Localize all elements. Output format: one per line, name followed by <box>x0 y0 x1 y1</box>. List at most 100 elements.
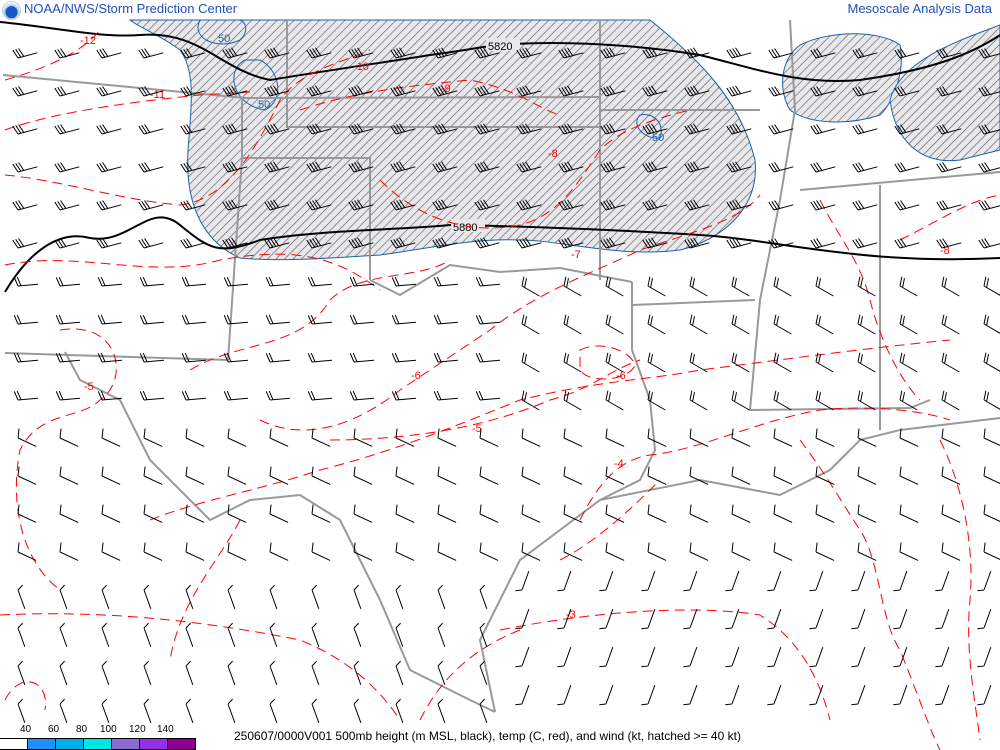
isotach-contours <box>197 19 662 139</box>
wind-barb <box>54 200 80 211</box>
wind-barb <box>307 352 332 363</box>
wind-barb <box>432 237 458 249</box>
wind-barb <box>143 698 152 723</box>
wind-barb <box>857 390 876 411</box>
wind-barb <box>269 466 289 485</box>
wind-barb <box>815 542 835 561</box>
wind-barb <box>54 48 80 59</box>
wind-barb <box>101 466 121 485</box>
wind-barb <box>521 504 541 523</box>
wind-barb <box>689 314 708 335</box>
wind-barb <box>433 352 458 363</box>
wind-barb <box>978 238 1000 249</box>
wind-barb <box>768 162 794 173</box>
wind-barb <box>307 314 332 325</box>
wind-barb <box>59 698 68 723</box>
wind-barb <box>683 685 698 706</box>
legend-tick: 80 <box>76 724 88 735</box>
wind-barb <box>306 237 332 249</box>
wind-barb <box>521 428 541 447</box>
wind-barb <box>17 428 37 447</box>
wind-barb <box>437 622 446 647</box>
wind-barb <box>264 161 290 173</box>
wind-barb <box>768 124 794 135</box>
wind-barb <box>269 698 278 723</box>
wind-barb <box>521 542 541 561</box>
wind-barb <box>97 276 122 287</box>
wind-barb <box>936 238 962 249</box>
wind-barb <box>894 162 920 173</box>
wind-barb <box>773 314 792 335</box>
wind-barb <box>810 162 836 173</box>
wind-barb <box>521 276 540 297</box>
temp-label: -9 <box>441 83 451 95</box>
wind-barb <box>977 647 992 668</box>
wind-barb <box>599 685 614 706</box>
wind-barb <box>558 199 584 211</box>
wind-barb <box>474 237 500 249</box>
wind-barb <box>227 584 236 609</box>
wind-barb <box>852 86 878 97</box>
height-label-5820: 5820 <box>488 41 512 53</box>
wind-barb <box>557 647 572 668</box>
wind-barb <box>731 428 751 447</box>
wind-barb <box>138 124 164 135</box>
wind-barb <box>563 276 582 297</box>
wind-barb <box>857 352 876 373</box>
wind-barb <box>185 542 205 561</box>
wind-barb <box>437 542 457 561</box>
wind-barb <box>437 428 457 447</box>
wind-barb <box>852 238 878 249</box>
wind-barb <box>684 161 710 173</box>
wind-barb <box>731 276 750 297</box>
wind-barb <box>894 238 920 249</box>
wind-barb <box>348 199 374 211</box>
wind-barb <box>809 571 824 592</box>
wind-barb <box>815 314 834 335</box>
wind-barb <box>222 237 248 249</box>
wind-barb <box>475 314 500 325</box>
wind-barb <box>941 390 960 411</box>
wind-barb <box>521 314 540 335</box>
wind-barb <box>143 428 163 447</box>
hatched-wind-area <box>128 19 1000 261</box>
wind-barb <box>307 390 332 401</box>
wind-barb <box>311 698 320 723</box>
wind-barb <box>899 352 918 373</box>
wind-barb <box>227 466 247 485</box>
wind-barb <box>55 276 80 287</box>
wind-barb <box>185 660 194 685</box>
wind-barb <box>983 466 1000 485</box>
wind-barb <box>143 660 152 685</box>
wind-barb <box>17 622 26 647</box>
wind-barb <box>311 622 320 647</box>
wind-barb <box>265 276 290 287</box>
temp-label: -12 <box>80 35 96 47</box>
wind-barb <box>390 85 416 97</box>
wind-barb <box>894 200 920 211</box>
wind-barb <box>227 504 247 523</box>
wind-barb <box>851 647 866 668</box>
wind-barb <box>941 352 960 373</box>
wind-barb <box>978 200 1000 211</box>
wind-barb <box>306 199 332 211</box>
wind-barb <box>180 200 206 211</box>
wind-barb <box>311 542 331 561</box>
wind-barb <box>265 390 290 401</box>
wind-barb <box>893 571 908 592</box>
wind-barb <box>600 199 626 211</box>
wind-barb <box>642 199 668 211</box>
wind-barb <box>899 276 918 297</box>
wind-barb <box>731 504 751 523</box>
wind-barb <box>13 352 38 363</box>
wind-barb <box>59 466 79 485</box>
wind-barb <box>432 161 458 173</box>
wind-barb <box>269 428 289 447</box>
wind-barb <box>983 428 1000 447</box>
wind-barb <box>726 237 752 249</box>
wind-barb <box>12 238 38 249</box>
wind-barb <box>647 314 666 335</box>
wind-barb <box>181 276 206 287</box>
wind-barb <box>474 161 500 173</box>
wind-barb <box>894 86 920 97</box>
